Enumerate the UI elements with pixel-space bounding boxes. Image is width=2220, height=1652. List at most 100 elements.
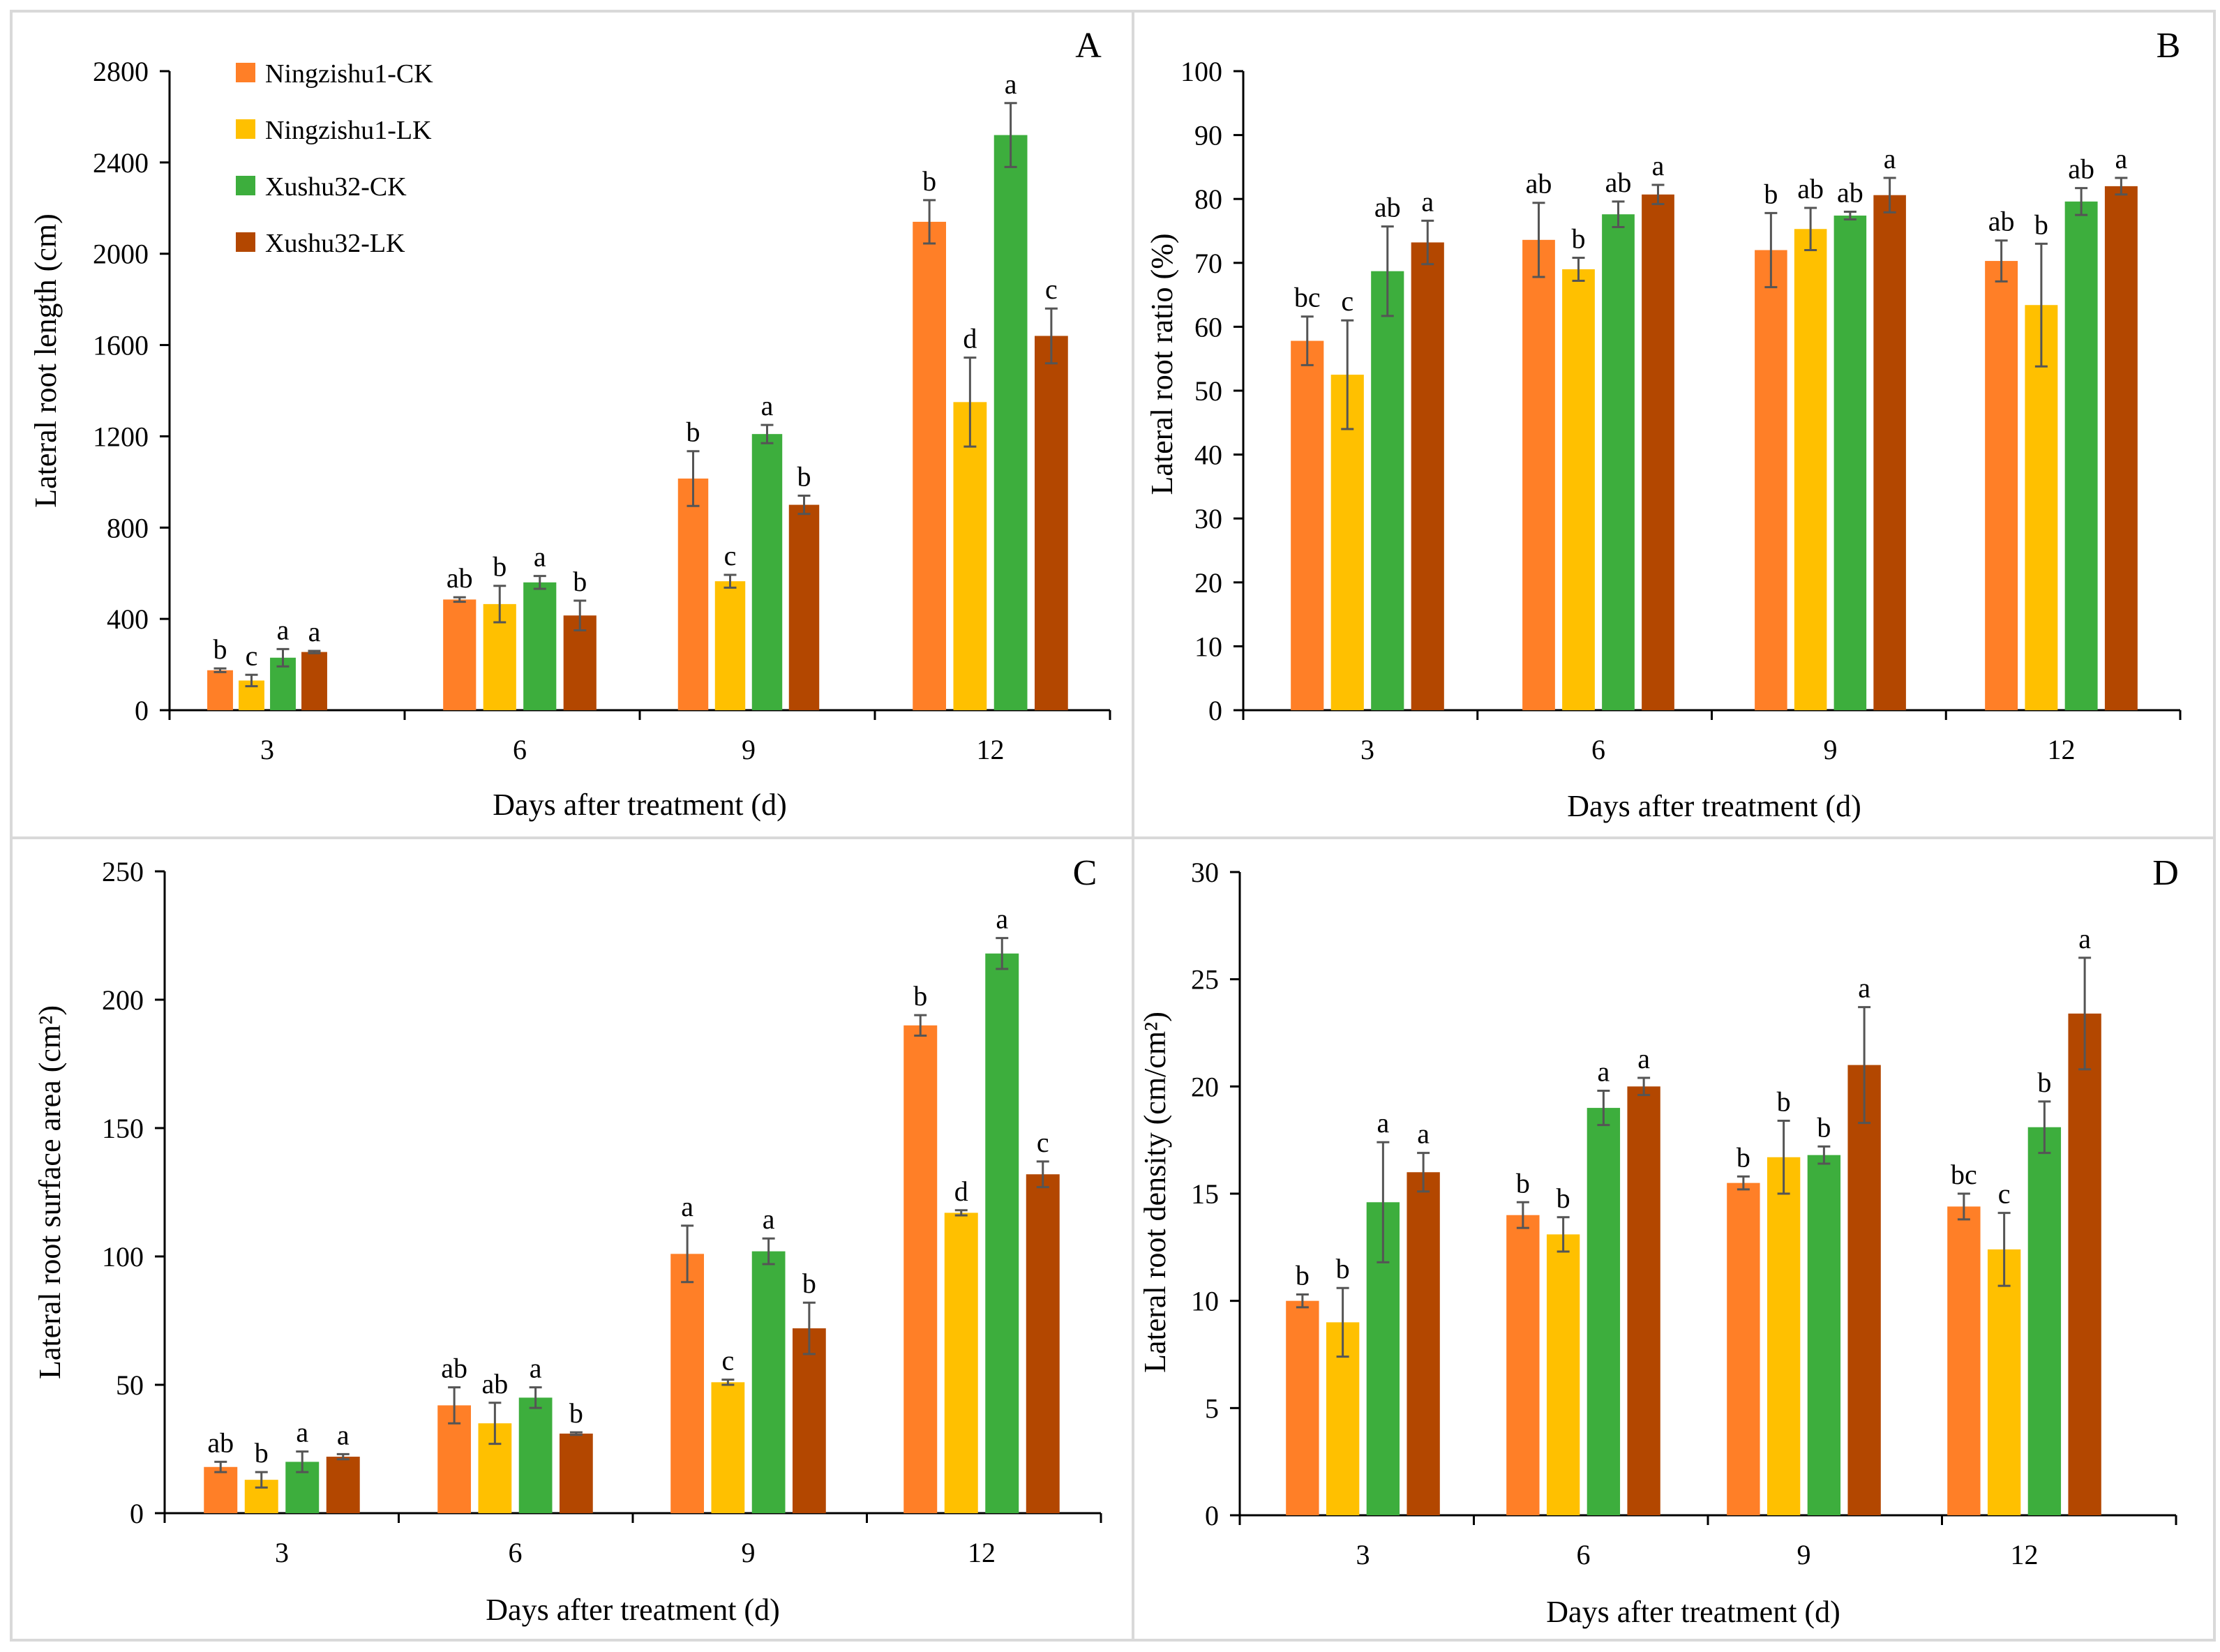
panel-a-error-bar	[308, 649, 321, 654]
panel-a: A Lateral root length (cm) Days after tr…	[10, 10, 1134, 839]
panel-d: D Lateral root density (cm/cm²) Days aft…	[1132, 836, 2216, 1642]
panel-b-sig-letter: ab	[1526, 168, 1552, 200]
panel-c-error-bar	[296, 1450, 309, 1473]
panel-a-sig-letter: b	[213, 633, 227, 665]
panel-a-bar-xushu32-ck-day-9	[751, 434, 783, 710]
panel-b-bar-xushu32-lk-day-6	[1642, 194, 1674, 711]
panel-d-sig-letter: a	[1637, 1043, 1650, 1074]
panel-b-x-tick-label: 9	[1824, 734, 1838, 765]
panel-d-y-title: Lateral root density (cm/cm²)	[1138, 1012, 1172, 1373]
panel-b-sig-letter: ab	[1988, 206, 2015, 237]
panel-d-bar-xushu32-ck-day-9	[1807, 1155, 1841, 1515]
panel-c-x-tick-label: 3	[275, 1537, 289, 1568]
panel-a-x-tick-label: 12	[977, 734, 1005, 765]
panel-a-bar-xushu32-ck-day-12	[993, 135, 1028, 711]
panel-a-error-bar	[923, 199, 936, 245]
panel-a-sig-letter: d	[963, 323, 977, 354]
panel-a-letter: A	[1075, 26, 1102, 66]
panel-d-sig-letter: c	[1998, 1178, 2011, 1210]
panel-b-sig-letter: ab	[1837, 177, 1863, 209]
panel-b-y-tick-label: 60	[1194, 311, 1222, 343]
panel-a-sig-letter: a	[277, 614, 290, 645]
panel-d-bar-ningzishu1-ck-day-12	[1947, 1206, 1981, 1515]
panel-b-bar-ningzishu1-lk-day-6	[1562, 269, 1595, 711]
panel-d-sig-letter: b	[1557, 1182, 1570, 1214]
panel-b-bar-ningzishu1-lk-day-12	[2025, 305, 2058, 711]
panel-b-y-tick-label: 90	[1194, 120, 1222, 151]
panel-a-bar-ningzishu1-ck-day-3	[207, 670, 233, 710]
panel-b-y-tick-label: 30	[1194, 503, 1222, 534]
panel-b-error-bar	[2115, 177, 2128, 196]
panel-b-sig-letter: a	[1421, 186, 1434, 217]
panel-d-error-bar	[1417, 1152, 1430, 1193]
panel-a-error-bar	[533, 575, 546, 590]
panel-d-bar-ningzishu1-ck-day-3	[1286, 1300, 1319, 1515]
panel-d-error-bar	[1858, 1006, 1871, 1125]
panel-a-bar-xushu32-ck-day-6	[523, 582, 557, 710]
panel-c-bar-xushu32-ck-day-9	[751, 1251, 786, 1513]
panel-b-y-tick-label: 10	[1194, 631, 1222, 662]
panel-a-y-tick-label: 800	[107, 512, 149, 543]
panel-c-y-tick-label: 50	[116, 1369, 144, 1401]
panel-c-bar-xushu32-ck-day-6	[518, 1397, 553, 1513]
legend-label-xushu32-ck: Xushu32-CK	[265, 172, 407, 202]
panel-a-error-bar	[573, 599, 587, 631]
panel-b-error-bar	[1612, 200, 1625, 229]
panel-a-error-bar	[963, 356, 977, 448]
panel-a-error-bar	[453, 596, 466, 603]
panel-a-sig-letter: b	[687, 416, 700, 448]
panel-a-error-bar	[213, 667, 227, 673]
panel-a-y-tick-label: 1200	[93, 421, 149, 452]
panel-a-sig-letter: c	[246, 640, 258, 671]
panel-a-error-bar	[687, 450, 700, 507]
panel-a-bar-ningzishu1-lk-day-9	[714, 581, 746, 710]
panel-d-bar-xushu32-lk-day-3	[1407, 1172, 1440, 1515]
panel-c: C Lateral root surface area (cm²) Days a…	[10, 836, 1134, 1642]
panel-d-bar-ningzishu1-ck-day-6	[1506, 1215, 1540, 1515]
panel-b-error-bar	[2075, 187, 2088, 216]
panel-b-error-bar	[1300, 315, 1314, 366]
panel-b-error-bar	[1804, 206, 1817, 251]
panel-b-bar-ningzishu1-ck-day-12	[1985, 261, 2018, 710]
panel-d-sig-letter: b	[2037, 1067, 2051, 1098]
panel-a-error-bar	[760, 423, 774, 444]
panel-a-bar-xushu32-lk-day-12	[1034, 336, 1068, 710]
panel-c-sig-letter: ab	[481, 1368, 508, 1399]
panel-a-bar-xushu32-lk-day-3	[301, 652, 327, 710]
panel-d-sig-letter: b	[1296, 1259, 1310, 1291]
legend-swatch-xushu32-lk	[236, 232, 255, 252]
panel-a-bar-ningzishu1-ck-day-6	[443, 599, 477, 710]
panel-a-sig-letter: ab	[447, 562, 473, 594]
panel-b-bar-ningzishu1-ck-day-9	[1755, 250, 1787, 711]
panel-b-bar-xushu32-lk-day-3	[1411, 242, 1444, 710]
panel-a-sig-letter: a	[534, 541, 546, 573]
panel-a-y-tick-label: 2000	[93, 239, 149, 270]
panel-b-sig-letter: c	[1341, 285, 1353, 317]
panel-a-error-bar	[1004, 102, 1017, 168]
legend-swatch-xushu32-ck	[236, 176, 255, 195]
panel-a-y-tick-label: 400	[107, 603, 149, 635]
panel-d-sig-letter: a	[1858, 973, 1870, 1004]
panel-d-error-bar	[1817, 1145, 1831, 1165]
panel-d-error-bar	[1597, 1089, 1610, 1127]
panel-c-error-bar	[214, 1460, 227, 1473]
panel-b-bar-xushu32-ck-day-12	[2064, 201, 2098, 710]
panel-d-error-bar	[1557, 1216, 1570, 1253]
panel-c-x-tick-label: 6	[509, 1537, 523, 1568]
panel-c-y-tick-label: 200	[102, 984, 144, 1016]
panel-c-error-bar	[488, 1402, 502, 1446]
panel-c-sig-letter: c	[721, 1345, 734, 1376]
panel-c-error-bar	[996, 937, 1009, 970]
panel-d-bar-xushu32-lk-day-6	[1627, 1086, 1660, 1515]
panel-a-error-bar	[493, 585, 507, 624]
panel-c-sig-letter: ab	[207, 1427, 234, 1458]
panel-d-sig-letter: b	[1737, 1141, 1750, 1173]
panel-a-error-bar	[1044, 307, 1058, 365]
panel-d-error-bar	[1737, 1175, 1750, 1191]
panel-c-sig-letter: a	[996, 903, 1008, 935]
panel-c-sig-letter: a	[681, 1191, 693, 1222]
panel-a-x-tick-label: 3	[260, 734, 274, 765]
